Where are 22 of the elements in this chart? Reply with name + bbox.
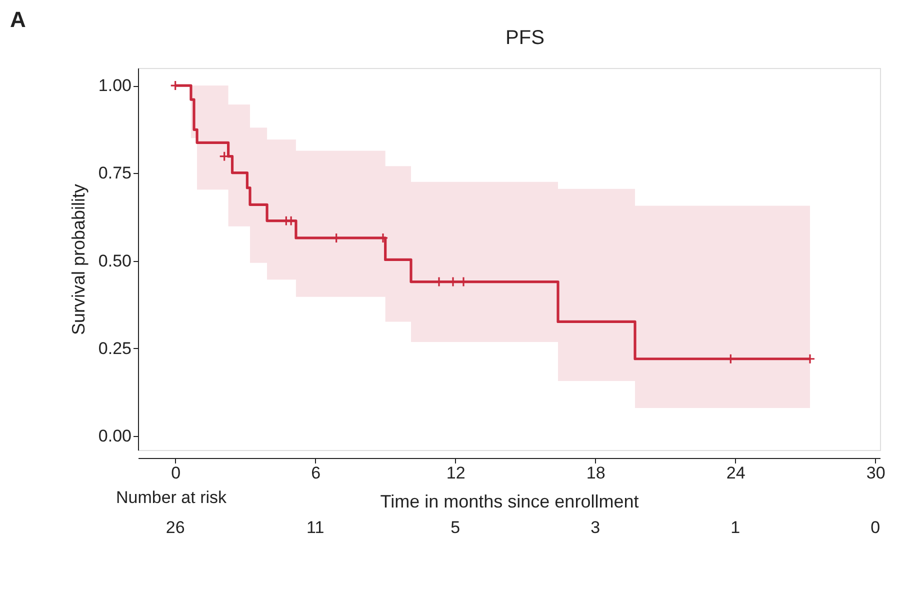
text: 0 xyxy=(870,518,880,537)
y-tick-label: 0.50 xyxy=(98,251,132,270)
x-axis-title: Time in months since enrollment xyxy=(380,492,639,512)
text: Number at risk xyxy=(116,488,228,507)
text: 1 xyxy=(730,518,740,537)
text: 3 xyxy=(590,518,600,537)
x-tick-label: 0 xyxy=(171,464,181,482)
x-tick-label: 18 xyxy=(586,464,606,482)
x-tick-label: 24 xyxy=(726,464,746,482)
y-tick-label: 0.75 xyxy=(98,164,132,183)
chart-title: PFS xyxy=(506,27,544,49)
y-tick-label: 0.00 xyxy=(98,426,132,446)
x-tick-label: 12 xyxy=(446,464,466,482)
text: 5 xyxy=(450,518,460,537)
text: 11 xyxy=(306,518,324,537)
y-axis-title: Survival probability xyxy=(68,184,88,336)
y-tick-label: 0.25 xyxy=(98,338,132,358)
text: A xyxy=(10,7,26,32)
x-tick-label: 30 xyxy=(866,464,886,482)
x-tick-label: 6 xyxy=(311,464,321,482)
text: 26 xyxy=(166,518,185,537)
y-tick-label: 1.00 xyxy=(98,76,132,96)
